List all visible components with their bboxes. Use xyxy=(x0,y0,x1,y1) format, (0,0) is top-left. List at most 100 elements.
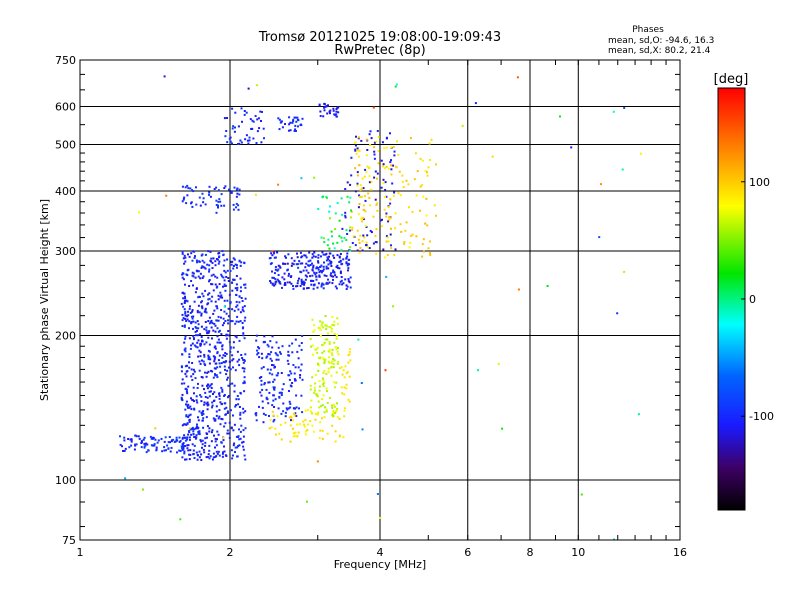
data-point xyxy=(288,416,291,419)
data-point xyxy=(424,170,427,172)
data-point xyxy=(336,264,339,267)
data-point xyxy=(324,105,327,108)
data-point xyxy=(233,384,236,387)
data-point xyxy=(181,273,184,276)
data-point xyxy=(363,175,366,178)
data-point xyxy=(186,269,189,272)
data-point xyxy=(365,171,368,174)
data-point xyxy=(276,374,279,377)
data-point xyxy=(315,266,318,269)
data-point xyxy=(360,187,363,190)
data-point xyxy=(205,329,208,332)
data-point xyxy=(238,339,241,342)
data-point xyxy=(277,183,280,186)
data-point xyxy=(225,333,228,336)
data-point xyxy=(181,251,184,253)
data-point xyxy=(198,450,201,453)
data-point xyxy=(216,327,219,330)
data-point xyxy=(200,459,203,461)
data-point xyxy=(184,312,187,315)
data-point xyxy=(203,451,206,454)
data-point xyxy=(236,455,239,458)
data-point xyxy=(380,186,383,189)
data-point xyxy=(340,366,343,369)
data-point xyxy=(241,300,244,302)
data-point xyxy=(318,274,321,277)
data-point xyxy=(124,447,127,450)
data-point xyxy=(364,210,367,213)
data-point xyxy=(190,344,193,347)
data-point xyxy=(383,208,386,211)
data-point xyxy=(222,253,225,256)
data-point xyxy=(296,256,299,259)
data-point xyxy=(346,181,349,184)
data-point xyxy=(325,252,328,255)
data-point xyxy=(430,138,433,141)
data-point xyxy=(182,297,185,300)
data-point xyxy=(325,408,328,411)
data-point xyxy=(271,276,274,279)
data-point xyxy=(223,187,226,189)
data-point xyxy=(201,410,204,413)
data-point xyxy=(410,234,413,237)
data-point xyxy=(182,198,185,201)
data-point xyxy=(329,262,332,264)
data-point xyxy=(327,258,330,261)
data-point xyxy=(203,401,206,404)
data-point xyxy=(346,252,349,255)
data-point xyxy=(394,212,397,215)
data-point xyxy=(205,311,208,314)
data-point xyxy=(279,351,281,354)
data-point xyxy=(215,405,218,408)
data-point xyxy=(207,293,209,296)
data-point xyxy=(293,407,296,410)
data-point xyxy=(294,434,297,437)
data-point xyxy=(323,381,326,384)
data-point xyxy=(272,414,275,417)
data-point xyxy=(201,300,203,303)
data-point xyxy=(307,271,310,274)
data-point xyxy=(320,324,323,327)
data-point xyxy=(293,116,296,119)
data-point xyxy=(137,435,140,438)
data-point xyxy=(274,281,277,284)
data-point xyxy=(187,449,190,452)
data-point xyxy=(210,383,213,386)
data-point xyxy=(330,362,333,365)
data-point xyxy=(230,190,233,193)
data-point xyxy=(211,283,214,286)
data-point xyxy=(238,142,241,145)
data-point xyxy=(183,434,186,437)
data-point xyxy=(193,400,195,403)
data-point xyxy=(429,240,431,243)
data-point xyxy=(189,413,192,416)
data-point xyxy=(280,412,283,415)
data-point xyxy=(241,308,244,311)
data-point xyxy=(185,375,188,378)
data-point xyxy=(248,139,251,142)
data-point xyxy=(289,121,292,124)
data-point xyxy=(335,287,338,290)
data-point xyxy=(400,230,403,233)
data-point xyxy=(413,178,416,181)
data-point xyxy=(163,446,166,449)
data-point xyxy=(204,267,207,270)
data-point xyxy=(291,262,294,265)
data-point xyxy=(143,436,146,439)
data-point xyxy=(323,261,325,264)
data-point xyxy=(208,395,211,398)
data-point xyxy=(261,388,264,391)
data-point xyxy=(273,272,276,275)
data-point xyxy=(261,111,263,113)
data-point xyxy=(329,109,332,112)
data-point xyxy=(428,142,431,145)
data-point xyxy=(164,436,167,439)
data-point xyxy=(621,168,624,171)
data-point xyxy=(325,387,328,390)
data-point xyxy=(321,429,324,432)
data-point xyxy=(279,423,282,426)
data-point xyxy=(345,372,348,375)
data-point xyxy=(292,263,295,266)
data-point xyxy=(184,337,187,340)
data-point xyxy=(319,429,322,432)
